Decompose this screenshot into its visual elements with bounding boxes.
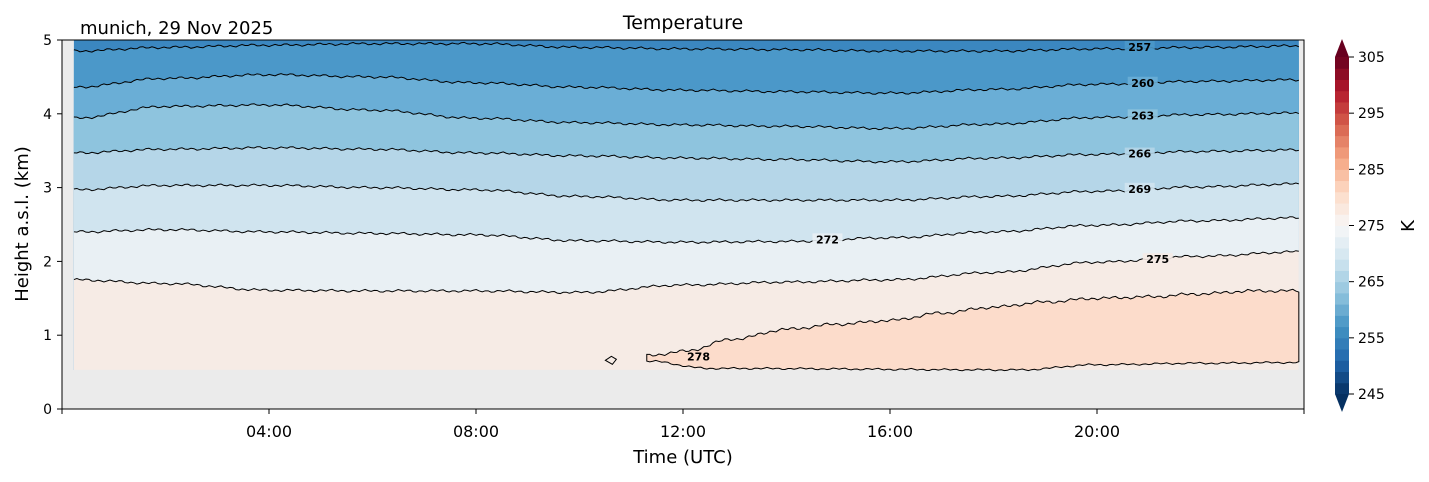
contour-label: 269: [1128, 183, 1151, 196]
colorbar-band: [1335, 270, 1349, 283]
colorbar-band: [1335, 90, 1349, 103]
contour-labels: 257 260 263 266 269 272 275 278: [687, 40, 1173, 363]
contour-label-bg: [1124, 182, 1155, 194]
contour-label: 263: [1131, 109, 1154, 122]
contour-line-257: [73, 41, 1300, 53]
y-axis-label: Height a.s.l. (km): [12, 146, 33, 302]
colorbar-tick-label: 265: [1358, 275, 1385, 291]
colorbar-tick-label: 285: [1358, 162, 1385, 178]
colorbar-band: [1335, 169, 1349, 182]
colorbar-band: [1335, 382, 1349, 395]
contour-label-bg: [1127, 76, 1158, 88]
contour-label: 257: [1128, 41, 1151, 54]
colorbar-band: [1335, 158, 1349, 170]
y-tick-label: 2: [43, 254, 52, 270]
colorbar-band: [1335, 79, 1349, 92]
colorbar-band: [1335, 304, 1349, 316]
x-tick-label: 04:00: [246, 422, 292, 441]
contour-label: 260: [1131, 77, 1154, 90]
contour-label-bg: [812, 233, 843, 245]
contour-label-bg: [1142, 253, 1173, 265]
x-axis-ticks: 04:00 08:00 12:00 16:00 20:00: [61, 409, 1305, 441]
colorbar-extend-max: [1335, 39, 1349, 57]
x-tick-label: 12:00: [660, 422, 706, 441]
colorbar-band: [1335, 203, 1349, 215]
colorbar-band: [1335, 337, 1349, 350]
colorbar-band: [1335, 146, 1349, 159]
contour-line-278-island: [604, 355, 618, 365]
colorbar-band: [1335, 191, 1349, 204]
y-axis-ticks: 0 1 2 3 4 5: [43, 33, 62, 418]
colorbar-band: [1335, 135, 1349, 148]
x-axis-label: Time (UTC): [632, 447, 733, 468]
contour-label: 272: [816, 233, 839, 246]
colorbar-tick-label: 255: [1358, 331, 1385, 347]
contour-line-269: [73, 182, 1299, 202]
y-tick-label: 3: [43, 181, 52, 197]
colorbar-band: [1335, 360, 1349, 373]
contour-line-272: [73, 216, 1299, 244]
contour-line-263: [73, 103, 1300, 131]
colorbar-band: [1335, 124, 1349, 137]
contour-fills: [73, 40, 1299, 371]
contour-lines: [73, 41, 1300, 372]
colorbar-band: [1335, 214, 1349, 226]
colorbar-band: [1335, 247, 1349, 260]
contour-label: 266: [1128, 148, 1151, 161]
x-tick-label: 08:00: [453, 422, 499, 441]
contour-line-275: [73, 250, 1299, 295]
x-tick-label: 20:00: [1074, 422, 1120, 441]
colorbar-band: [1335, 281, 1349, 294]
contour-label: 275: [1146, 253, 1169, 266]
colorbar-tick-label: 295: [1358, 106, 1385, 122]
colorbar-band: [1335, 259, 1349, 271]
colorbar-band: [1335, 326, 1349, 339]
colorbar-band: [1335, 371, 1349, 384]
colorbar-band: [1335, 349, 1349, 361]
colorbar-band: [1335, 113, 1349, 125]
colorbar-tick-label: 305: [1358, 50, 1385, 66]
contour-line-266: [73, 146, 1299, 164]
y-tick-label: 0: [43, 402, 52, 418]
chart-title: Temperature: [622, 12, 743, 34]
colorbar-label: K: [1398, 219, 1419, 232]
colorbar: 245 255 265 275 285 295 305: [1335, 39, 1385, 412]
contour-label-bg: [1127, 109, 1158, 121]
fill-band-278: [646, 289, 1299, 371]
y-tick-label: 1: [43, 328, 52, 344]
chart-subtitle: munich, 29 Nov 2025: [80, 18, 273, 39]
contour-label: 278: [687, 350, 710, 363]
colorbar-band: [1335, 101, 1349, 114]
contour-label-bg: [1124, 40, 1155, 52]
colorbar-band: [1335, 225, 1349, 238]
colorbar-band: [1335, 68, 1349, 80]
y-tick-label: 4: [43, 107, 52, 123]
colorbar-band: [1335, 292, 1349, 305]
colorbar-band: [1335, 236, 1349, 249]
contour-line-260: [73, 73, 1299, 95]
colorbar-tick-label: 275: [1358, 219, 1385, 235]
colorbar-tick-label: 245: [1358, 387, 1385, 403]
colorbar-band: [1335, 315, 1349, 328]
y-tick-label: 5: [43, 33, 52, 49]
contour-line-278: [646, 288, 1300, 372]
contour-label-bg: [1124, 147, 1155, 159]
colorbar-extend-min: [1335, 394, 1349, 412]
colorbar-band: [1335, 57, 1349, 69]
x-tick-label: 16:00: [867, 422, 913, 441]
colorbar-band: [1335, 180, 1349, 193]
